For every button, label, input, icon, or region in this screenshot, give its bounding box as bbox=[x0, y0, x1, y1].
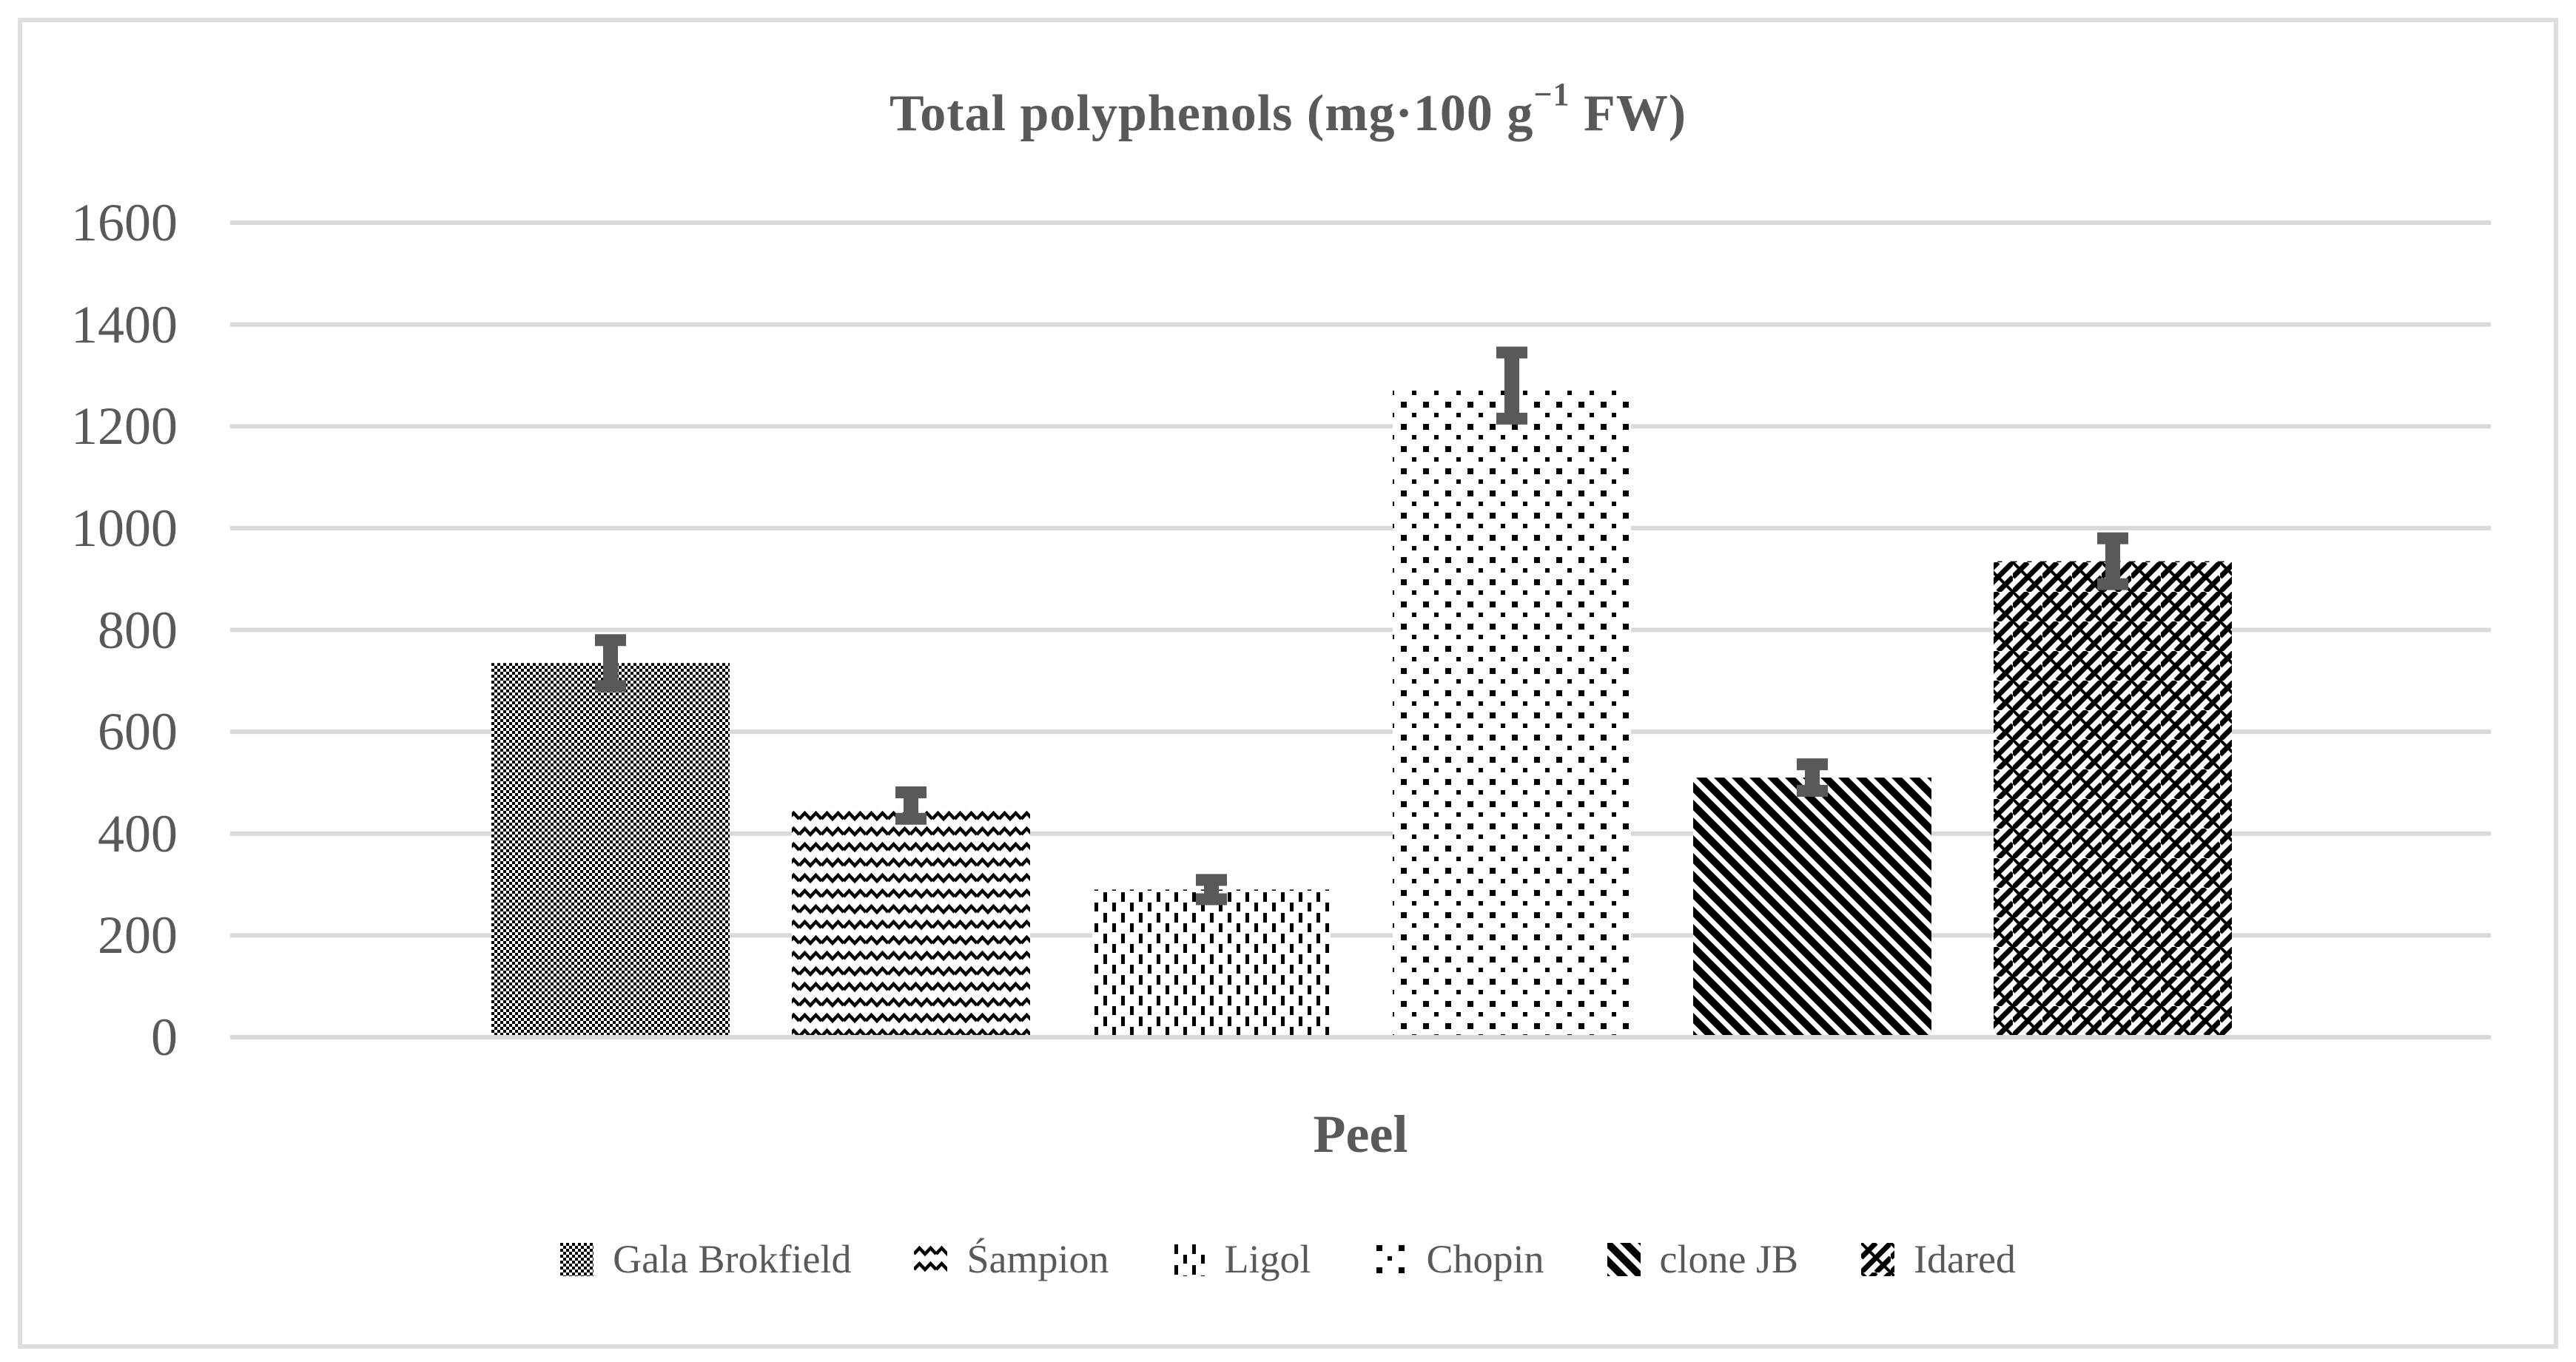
bar-ampion bbox=[792, 805, 1030, 1037]
y-tick-label-1600: 1600 bbox=[71, 193, 178, 252]
legend-label-ligol: Ligol bbox=[1224, 1237, 1311, 1281]
legend-item-clone-jb: clone JB bbox=[1607, 1230, 1798, 1289]
bar-idared bbox=[1994, 561, 2232, 1037]
legend-item-idared: Idared bbox=[1861, 1230, 2016, 1289]
legend-swatch-checker bbox=[560, 1242, 594, 1276]
legend-label-chopin: Chopin bbox=[1426, 1237, 1544, 1281]
legend-item-ligol: Ligol bbox=[1171, 1230, 1311, 1289]
legend-swatch-diagonal-weave bbox=[1861, 1242, 1895, 1276]
legend-swatch-wave bbox=[914, 1242, 948, 1276]
legend-label-gala-brokfield: Gala Brokfield bbox=[613, 1237, 852, 1281]
error-bars bbox=[595, 346, 2128, 906]
legend-label-ampion: Śampion bbox=[966, 1237, 1109, 1281]
y-tick-label-0: 0 bbox=[151, 1008, 178, 1067]
legend: Gala Brokfield Śampion Ligol Chopin clone JB… bbox=[0, 1227, 2576, 1292]
y-tick-label-800: 800 bbox=[98, 600, 178, 660]
error-bar-chopin bbox=[1496, 346, 1527, 425]
chart-title-suffix: FW) bbox=[1570, 85, 1687, 142]
legend-item-ampion: Śampion bbox=[914, 1230, 1109, 1289]
bars bbox=[491, 385, 2232, 1037]
y-tick-label-600: 600 bbox=[98, 702, 178, 762]
y-tick-label-1200: 1200 bbox=[71, 397, 178, 456]
chart-title-superscript: −1 bbox=[1533, 76, 1570, 112]
error-bar-gala-brokfield bbox=[595, 634, 626, 692]
error-bar-clone-jb bbox=[1797, 758, 1828, 797]
y-tick-label-200: 200 bbox=[98, 906, 178, 965]
bar-clone-jb bbox=[1693, 778, 1931, 1037]
legend-swatch-dot-sparse bbox=[1373, 1242, 1408, 1276]
bar-ligol bbox=[1092, 889, 1331, 1037]
y-tick-label-1400: 1400 bbox=[71, 294, 178, 354]
y-tick-label-400: 400 bbox=[98, 803, 178, 863]
legend-swatch-diagonal-down-bold bbox=[1607, 1242, 1641, 1276]
legend-label-idared: Idared bbox=[1914, 1237, 2016, 1281]
error-bar-ampion bbox=[895, 786, 927, 825]
x-axis-title: Peel bbox=[1313, 1105, 1408, 1164]
legend-swatch-dash-vertical bbox=[1171, 1242, 1205, 1276]
bar-gala-brokfield bbox=[491, 663, 730, 1037]
chart-title-text: Total polyphenols (mg·100 g bbox=[889, 85, 1534, 142]
error-bar-idared bbox=[2097, 532, 2128, 590]
chart-title: Total polyphenols (mg·100 g−1 FW) bbox=[0, 75, 2576, 144]
error-bar-ligol bbox=[1196, 874, 1227, 906]
legend-label-clone-jb: clone JB bbox=[1659, 1237, 1799, 1281]
y-tick-label-1000: 1000 bbox=[71, 498, 178, 558]
legend-item-gala-brokfield: Gala Brokfield bbox=[560, 1230, 851, 1289]
bar-chopin bbox=[1393, 385, 1631, 1037]
legend-item-chopin: Chopin bbox=[1373, 1230, 1544, 1289]
